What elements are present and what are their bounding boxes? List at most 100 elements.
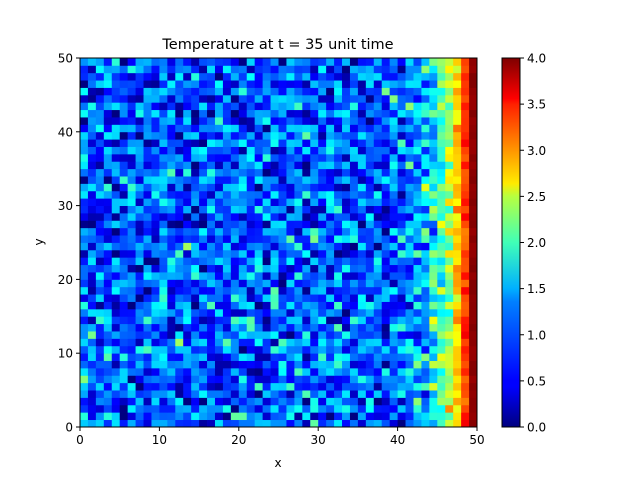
heatmap-cell — [87, 153, 97, 162]
heatmap-cell — [262, 390, 271, 398]
heatmap-cell — [357, 117, 367, 125]
heatmap-cell — [294, 375, 303, 384]
heatmap-cell — [326, 257, 335, 266]
heatmap-cell — [143, 294, 152, 302]
heatmap-cell — [143, 279, 152, 288]
heatmap-cell — [80, 360, 89, 369]
heatmap-cell — [80, 382, 89, 391]
heatmap-cell — [286, 375, 295, 384]
heatmap-cell — [469, 131, 478, 140]
heatmap-cell — [294, 397, 303, 406]
heatmap-cell — [381, 294, 391, 302]
heatmap-cell — [445, 131, 454, 140]
heatmap-cell — [389, 102, 398, 111]
heatmap-cell — [246, 286, 256, 295]
heatmap-cell — [167, 375, 176, 384]
heatmap-cell — [365, 353, 375, 361]
heatmap-cell — [342, 87, 351, 96]
heatmap-cell — [119, 301, 129, 310]
heatmap-cell — [429, 205, 438, 214]
heatmap-cell — [230, 294, 240, 302]
heatmap-cell — [397, 220, 406, 229]
heatmap-cell — [238, 227, 248, 236]
heatmap-cell — [143, 390, 152, 398]
heatmap-cell — [262, 87, 271, 96]
heatmap-cell — [103, 87, 113, 96]
heatmap-cell — [207, 272, 216, 280]
heatmap-cell — [167, 390, 176, 398]
heatmap-cell — [246, 227, 256, 236]
heatmap-cell — [397, 176, 406, 184]
heatmap-cell — [365, 227, 375, 236]
heatmap-cell — [397, 183, 406, 192]
heatmap-cell — [230, 390, 240, 398]
heatmap-cell — [286, 308, 295, 317]
heatmap-cell — [429, 131, 438, 140]
heatmap-cell — [127, 205, 136, 214]
heatmap-cell — [286, 198, 295, 206]
heatmap-cell — [342, 102, 351, 111]
heatmap-cell — [453, 360, 462, 369]
heatmap-cell — [357, 242, 367, 251]
heatmap-cell — [159, 412, 168, 421]
x-tick-label: 50 — [469, 433, 484, 447]
heatmap-cell — [373, 323, 383, 332]
heatmap-cell — [349, 390, 359, 398]
heatmap-cell — [334, 331, 343, 339]
heatmap-cell — [413, 153, 422, 162]
heatmap-cell — [278, 190, 287, 199]
heatmap-cell — [238, 117, 248, 125]
heatmap-cell — [421, 249, 430, 258]
x-axis-label: x — [274, 456, 281, 470]
plot-frame — [79, 57, 478, 428]
heatmap-cell — [342, 353, 351, 361]
heatmap-cell — [397, 382, 406, 391]
heatmap-cell — [278, 419, 287, 428]
heatmap-cell — [310, 176, 319, 184]
heatmap-cell — [80, 102, 89, 111]
heatmap-cell — [365, 419, 375, 428]
heatmap-cell — [413, 353, 422, 361]
heatmap-cell — [214, 176, 224, 184]
heatmap-cell — [214, 279, 224, 288]
heatmap-cell — [294, 65, 303, 74]
heatmap-cell — [207, 117, 216, 125]
heatmap-cell — [389, 94, 398, 103]
heatmap-cell — [413, 367, 422, 376]
heatmap-cell — [302, 65, 311, 74]
heatmap-cell — [349, 294, 359, 302]
heatmap-cell — [183, 316, 192, 325]
heatmap-cell — [342, 153, 351, 162]
heatmap-cell — [80, 286, 89, 295]
heatmap-cell — [103, 190, 113, 199]
heatmap-cell — [238, 419, 248, 428]
heatmap-cell — [175, 397, 184, 406]
heatmap-cell — [429, 323, 438, 332]
heatmap-cell — [405, 227, 414, 236]
heatmap-cell — [286, 264, 295, 273]
heatmap-cell — [381, 190, 391, 199]
heatmap-cell — [95, 176, 105, 184]
heatmap-cell — [342, 367, 351, 376]
heatmap-cell — [445, 331, 454, 339]
heatmap-cell — [159, 227, 168, 236]
heatmap-cell — [254, 419, 264, 428]
heatmap-cell — [302, 331, 311, 339]
heatmap-cell — [453, 316, 462, 325]
heatmap-cell — [421, 419, 430, 428]
heatmap-cell — [334, 345, 343, 354]
heatmap-cell — [246, 212, 256, 221]
heatmap-cell — [349, 146, 359, 155]
heatmap-cell — [80, 109, 89, 118]
heatmap-cell — [342, 205, 351, 214]
heatmap-cell — [286, 286, 295, 295]
heatmap-cell — [445, 264, 454, 273]
heatmap-cell — [135, 168, 144, 177]
heatmap-cell — [151, 257, 160, 266]
heatmap-cell — [334, 227, 343, 236]
heatmap-cell — [310, 153, 319, 162]
heatmap-cell — [80, 198, 89, 206]
heatmap-cell — [405, 338, 414, 347]
heatmap-cell — [397, 404, 406, 413]
heatmap-cell — [103, 198, 113, 206]
